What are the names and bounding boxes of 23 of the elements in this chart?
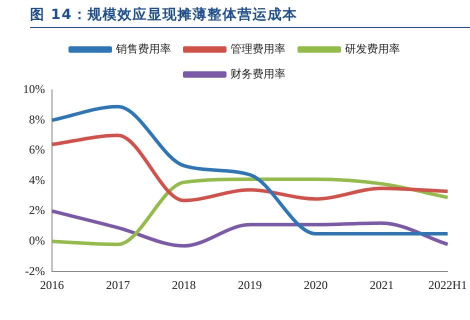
x-tick-label: 2019 bbox=[238, 278, 262, 292]
y-tick-label: 0% bbox=[28, 233, 45, 248]
x-tick-label: 2020 bbox=[304, 278, 328, 292]
y-tick-label: 10% bbox=[22, 82, 45, 96]
x-tick-label: 2021 bbox=[370, 278, 394, 292]
x-tick-label: 2022H1 bbox=[428, 278, 468, 292]
line-series bbox=[50, 104, 450, 236]
line-series bbox=[50, 209, 450, 248]
line-series bbox=[50, 178, 450, 246]
y-tick-label: -2% bbox=[24, 264, 45, 278]
legend-label: 财务费用率 bbox=[230, 67, 286, 80]
y-tick-label: 6% bbox=[28, 142, 45, 157]
x-tick-label: 2016 bbox=[40, 278, 64, 292]
legend-label: 销售费用率 bbox=[114, 42, 171, 56]
legend-label: 研发费用率 bbox=[344, 42, 400, 56]
line-series bbox=[50, 134, 450, 202]
y-tick-label: 2% bbox=[28, 203, 45, 218]
y-tick-label: 8% bbox=[28, 112, 45, 126]
x-tick-label: 2017 bbox=[106, 278, 130, 292]
y-tick-label: 4% bbox=[28, 172, 45, 187]
x-tick-label: 2018 bbox=[172, 278, 196, 292]
legend-label: 管理费用率 bbox=[230, 42, 286, 56]
chart-title: 图 14：规模效应显现摊薄整体营运成本 bbox=[30, 6, 470, 28]
